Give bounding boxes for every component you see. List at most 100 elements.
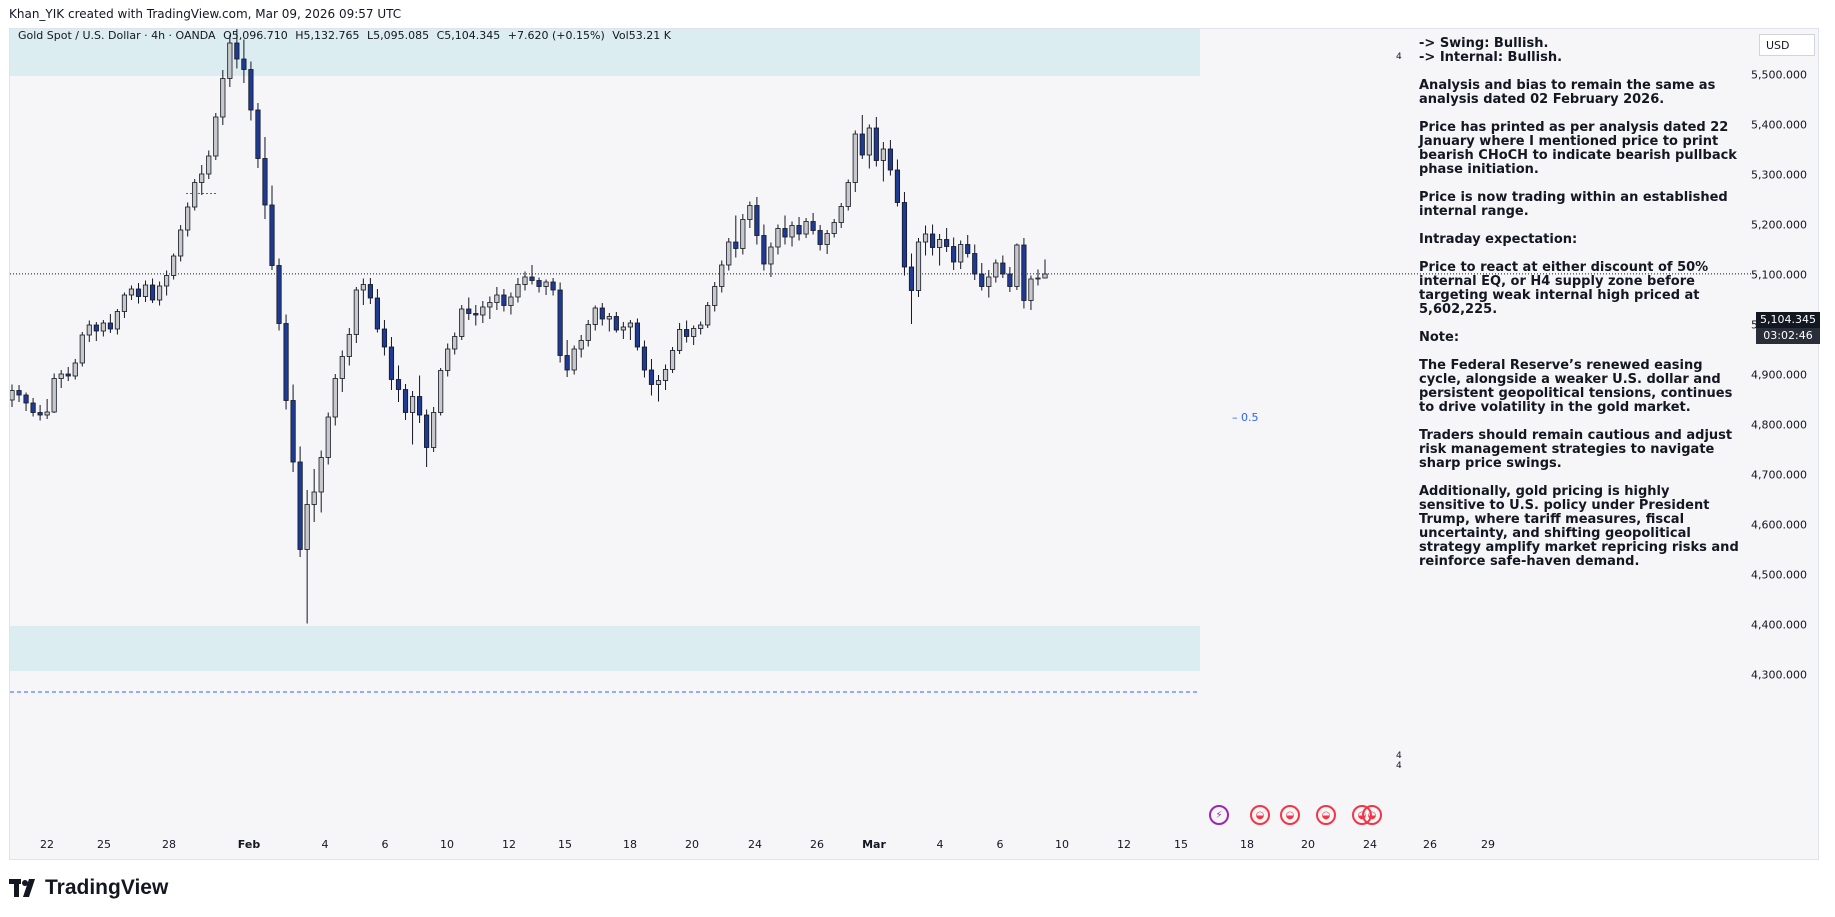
candle-body bbox=[311, 491, 317, 505]
chart-pane[interactable]: Gold Spot / U.S. Dollar · 4h · OANDA O5,… bbox=[9, 28, 1819, 860]
bar-countdown: 03:02:46 bbox=[1756, 328, 1820, 344]
candle-body bbox=[44, 411, 50, 416]
time-tick-label: 20 bbox=[1301, 838, 1315, 851]
candle-body bbox=[199, 173, 205, 183]
candle-body bbox=[255, 109, 261, 159]
price-chart[interactable] bbox=[10, 29, 1818, 859]
candle-body bbox=[220, 78, 226, 118]
supply-zone-mark: 4 bbox=[1396, 52, 1402, 62]
candle-body bbox=[726, 241, 732, 266]
candle-body bbox=[838, 206, 844, 223]
time-tick-label: Feb bbox=[237, 838, 261, 851]
price-tick-label: 4,900.000 bbox=[1751, 368, 1807, 382]
candle-body bbox=[986, 276, 992, 287]
candle-body bbox=[641, 346, 648, 371]
candle-body bbox=[761, 235, 767, 265]
candle-body bbox=[339, 356, 345, 379]
candle-body bbox=[557, 289, 563, 356]
candle-body bbox=[585, 324, 591, 341]
ohlc-close: C5,104.345 bbox=[436, 29, 501, 42]
candle-body bbox=[824, 233, 830, 245]
candle-body bbox=[23, 394, 29, 404]
candle-body bbox=[381, 328, 388, 348]
time-tick-label: Mar bbox=[862, 838, 886, 851]
candle-body bbox=[501, 294, 507, 306]
candle-body bbox=[880, 148, 886, 161]
candle-body bbox=[634, 322, 641, 348]
candle-body bbox=[332, 378, 338, 418]
last-price-value: 5,104.345 bbox=[1760, 313, 1816, 326]
candle-body bbox=[705, 305, 711, 326]
price-tick-label: 5,500.000 bbox=[1751, 68, 1807, 82]
candle-body bbox=[1035, 277, 1041, 280]
lightning-event-icon[interactable]: ⚡ bbox=[1209, 805, 1229, 825]
candle-body bbox=[135, 288, 142, 297]
candle-body bbox=[515, 284, 521, 298]
candle-body bbox=[789, 225, 795, 238]
note-risk: Traders should remain cautious and adjus… bbox=[1419, 428, 1733, 471]
candle-body bbox=[10, 390, 15, 401]
tradingview-logo[interactable]: TradingView bbox=[9, 876, 168, 900]
note-fed: The Federal Reserve’s renewed easing cyc… bbox=[1419, 358, 1733, 415]
time-axis[interactable]: 22 25 28 Feb 4 6 10 12 15 18 20 24 26 Mar 4 6 10 12 15 18 20… bbox=[9, 830, 1752, 858]
candle-body bbox=[206, 155, 212, 175]
candle-body bbox=[571, 348, 577, 371]
candle-body bbox=[395, 379, 402, 390]
ohlc-change: +7.620 (+0.15%) bbox=[507, 29, 605, 42]
candle-body bbox=[367, 284, 373, 299]
candle-body bbox=[648, 369, 655, 385]
candle-body bbox=[360, 284, 366, 291]
candle-body bbox=[438, 370, 444, 413]
us-flag-event-icon[interactable]: ◒ bbox=[1280, 805, 1300, 825]
note-internal: -> Internal: Bullish. bbox=[1419, 50, 1563, 65]
candle-body bbox=[1000, 262, 1006, 275]
symbol-name[interactable]: Gold Spot / U.S. Dollar · 4h · OANDA bbox=[18, 29, 216, 42]
candle-body bbox=[677, 329, 683, 351]
candle-body bbox=[712, 286, 718, 306]
candle-body bbox=[58, 373, 64, 379]
candle-body bbox=[283, 323, 289, 401]
candle-body bbox=[845, 182, 851, 207]
candle-body bbox=[965, 244, 971, 254]
candle-body bbox=[796, 225, 802, 235]
time-tick-label: 6 bbox=[381, 838, 389, 851]
candle-body bbox=[164, 275, 170, 287]
candle-body bbox=[768, 246, 774, 265]
candle-body bbox=[459, 308, 465, 337]
candle-body bbox=[16, 390, 22, 396]
us-flag-event-icon[interactable]: ◒ bbox=[1250, 805, 1270, 825]
candle-body bbox=[915, 241, 922, 291]
candle-body bbox=[487, 302, 493, 308]
price-tick-label: 5,100.000 bbox=[1751, 268, 1807, 282]
time-tick-label: 18 bbox=[1240, 838, 1254, 851]
candle-body bbox=[698, 324, 704, 329]
candle-body bbox=[30, 402, 36, 413]
time-tick-label: 12 bbox=[1117, 838, 1131, 851]
candle-body bbox=[445, 348, 451, 371]
candle-body bbox=[937, 239, 943, 248]
candle-body bbox=[908, 266, 915, 291]
candle-body bbox=[972, 253, 978, 275]
candle-body bbox=[803, 221, 809, 235]
candle-body bbox=[290, 400, 296, 463]
note-bias: Analysis and bias to remain the same as … bbox=[1419, 78, 1716, 107]
candle-body bbox=[171, 255, 177, 276]
price-axis[interactable]: 5,500.000 5,400.000 5,300.000 5,200.000 5,10… bbox=[1751, 28, 1817, 858]
candle-body bbox=[431, 412, 437, 448]
candle-body bbox=[866, 127, 872, 156]
supply-zone bbox=[10, 29, 1200, 76]
candle-body bbox=[669, 350, 676, 370]
candle-body bbox=[922, 233, 929, 243]
chart-caption: Khan_YIK created with TradingView.com, M… bbox=[9, 7, 402, 21]
us-flag-event-icon[interactable]: ◒ bbox=[1362, 805, 1382, 825]
fib-level-label: – 0.5 bbox=[1232, 411, 1259, 424]
candle-body bbox=[185, 206, 191, 231]
candle-body bbox=[241, 58, 247, 70]
note-choch: Price has printed as per analysis dated … bbox=[1419, 120, 1737, 177]
candle-body bbox=[873, 127, 879, 161]
us-flag-event-icon[interactable]: ◒ bbox=[1316, 805, 1336, 825]
candle-body bbox=[1021, 244, 1027, 301]
currency-selector[interactable]: USD bbox=[1759, 34, 1815, 56]
candle-body bbox=[93, 324, 99, 332]
last-price-tag: 5,104.345 03:02:46 bbox=[1756, 312, 1820, 344]
